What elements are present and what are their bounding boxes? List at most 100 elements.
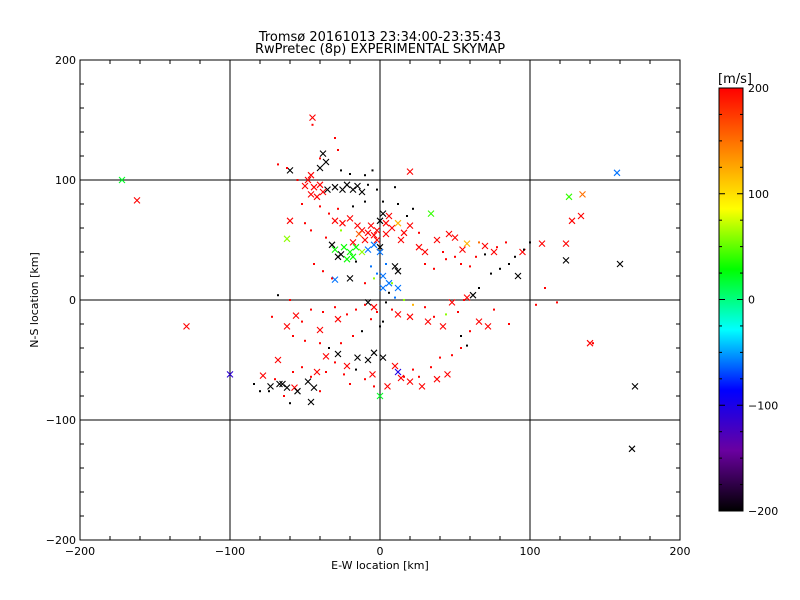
data-point-dot — [508, 323, 510, 325]
data-point-cross — [484, 323, 492, 330]
data-point-dot — [331, 277, 333, 280]
data-point-cross — [418, 383, 426, 390]
data-point-cross — [475, 318, 483, 325]
data-point-cross — [445, 230, 453, 238]
data-point-cross — [346, 275, 354, 282]
y-tick-label: 0 — [69, 294, 76, 307]
data-point-cross — [388, 224, 396, 232]
data-point-cross — [355, 230, 363, 238]
data-point-dot — [364, 282, 366, 285]
data-point-cross — [415, 243, 423, 251]
data-point-cross — [183, 323, 190, 330]
data-point-dot — [283, 395, 285, 397]
x-axis-label: E-W location [km] — [331, 559, 429, 572]
data-point-dot — [313, 263, 315, 265]
data-point-cross — [322, 158, 330, 166]
data-point-dot — [367, 183, 369, 186]
data-point-cross — [565, 193, 573, 201]
data-point-dot — [311, 123, 314, 126]
x-tick-label: −200 — [65, 545, 95, 558]
data-point-dot — [514, 255, 516, 258]
data-point-cross — [376, 392, 384, 400]
data-point-cross — [364, 246, 372, 253]
data-point-dot — [352, 205, 354, 208]
data-point-dot — [466, 344, 468, 347]
y-tick-label: 100 — [55, 174, 76, 187]
data-point-dot — [457, 311, 459, 313]
data-point-dot — [289, 299, 291, 301]
y-tick-label: −200 — [46, 534, 76, 547]
data-point-cross — [400, 229, 408, 237]
axes: −200 −100 0 100 200 −200 −100 0 100 200 — [46, 54, 691, 558]
data-point-dot — [337, 207, 339, 210]
data-point-cross — [394, 284, 402, 292]
data-point-dot — [373, 277, 375, 280]
data-point-dot — [292, 335, 294, 337]
data-point-cross — [459, 246, 466, 253]
data-point-dot — [556, 301, 558, 304]
grid-lines — [80, 60, 680, 540]
data-point-dot — [364, 200, 366, 203]
data-point-dot — [418, 375, 420, 378]
data-point-cross — [562, 257, 570, 264]
data-point-dot — [376, 188, 378, 191]
x-tick-label: 0 — [377, 545, 384, 558]
data-point-cross — [354, 354, 361, 361]
data-point-dot — [478, 241, 480, 244]
data-point-dot — [406, 215, 408, 217]
data-points — [118, 114, 639, 453]
data-point-dot — [439, 356, 441, 359]
data-point-dot — [445, 313, 447, 316]
data-point-cross — [346, 215, 354, 222]
data-point-cross — [358, 188, 366, 196]
data-point-dot — [289, 402, 291, 405]
data-point-cross — [628, 445, 636, 453]
data-point-dot — [292, 371, 294, 373]
data-point-cross — [349, 239, 357, 246]
data-point-cross — [579, 191, 586, 198]
data-point-cross — [490, 248, 498, 256]
data-point-cross — [406, 168, 414, 175]
data-point-cross — [379, 354, 387, 361]
data-point-cross — [286, 217, 294, 225]
chart-title: Tromsø 20161013 23:34:00-23:35:43 — [258, 30, 501, 45]
data-point-cross — [394, 368, 402, 376]
data-point-dot — [364, 174, 366, 177]
data-point-dot — [394, 186, 396, 189]
data-point-cross — [283, 323, 291, 330]
data-point-dot — [535, 303, 537, 306]
data-point-dot — [343, 373, 345, 376]
data-point-dot — [376, 311, 378, 313]
data-point-dot — [382, 320, 384, 323]
data-point-cross — [376, 243, 384, 251]
data-point-dot — [490, 272, 492, 275]
data-point-dot — [361, 330, 363, 333]
data-point-cross — [316, 326, 324, 334]
data-point-cross — [343, 362, 351, 370]
data-point-cross — [324, 186, 331, 193]
data-point-dot — [364, 303, 366, 306]
data-point-cross — [118, 176, 126, 184]
data-point-cross — [369, 371, 376, 378]
data-point-dot — [355, 260, 357, 263]
data-point-dot — [371, 169, 374, 172]
data-point-dot — [433, 315, 435, 318]
data-point-dot — [340, 342, 342, 345]
data-point-dot — [319, 342, 321, 345]
data-point-cross — [339, 186, 346, 193]
y-tick-label: 200 — [55, 54, 76, 67]
data-point-dot — [334, 306, 336, 309]
colorbar-tick-label: 0 — [748, 294, 755, 307]
data-point-cross — [439, 323, 447, 330]
data-point-dot — [460, 347, 462, 349]
colorbar-label: [m/s] — [718, 72, 752, 87]
x-tick-label: 200 — [670, 545, 691, 558]
data-point-cross — [370, 303, 378, 311]
data-point-cross — [444, 371, 451, 378]
data-point-cross — [267, 383, 274, 390]
data-point-cross — [334, 350, 342, 358]
data-point-cross — [373, 227, 381, 234]
data-point-dot — [499, 267, 501, 270]
data-point-dot — [529, 241, 531, 244]
data-point-dot — [349, 383, 351, 385]
